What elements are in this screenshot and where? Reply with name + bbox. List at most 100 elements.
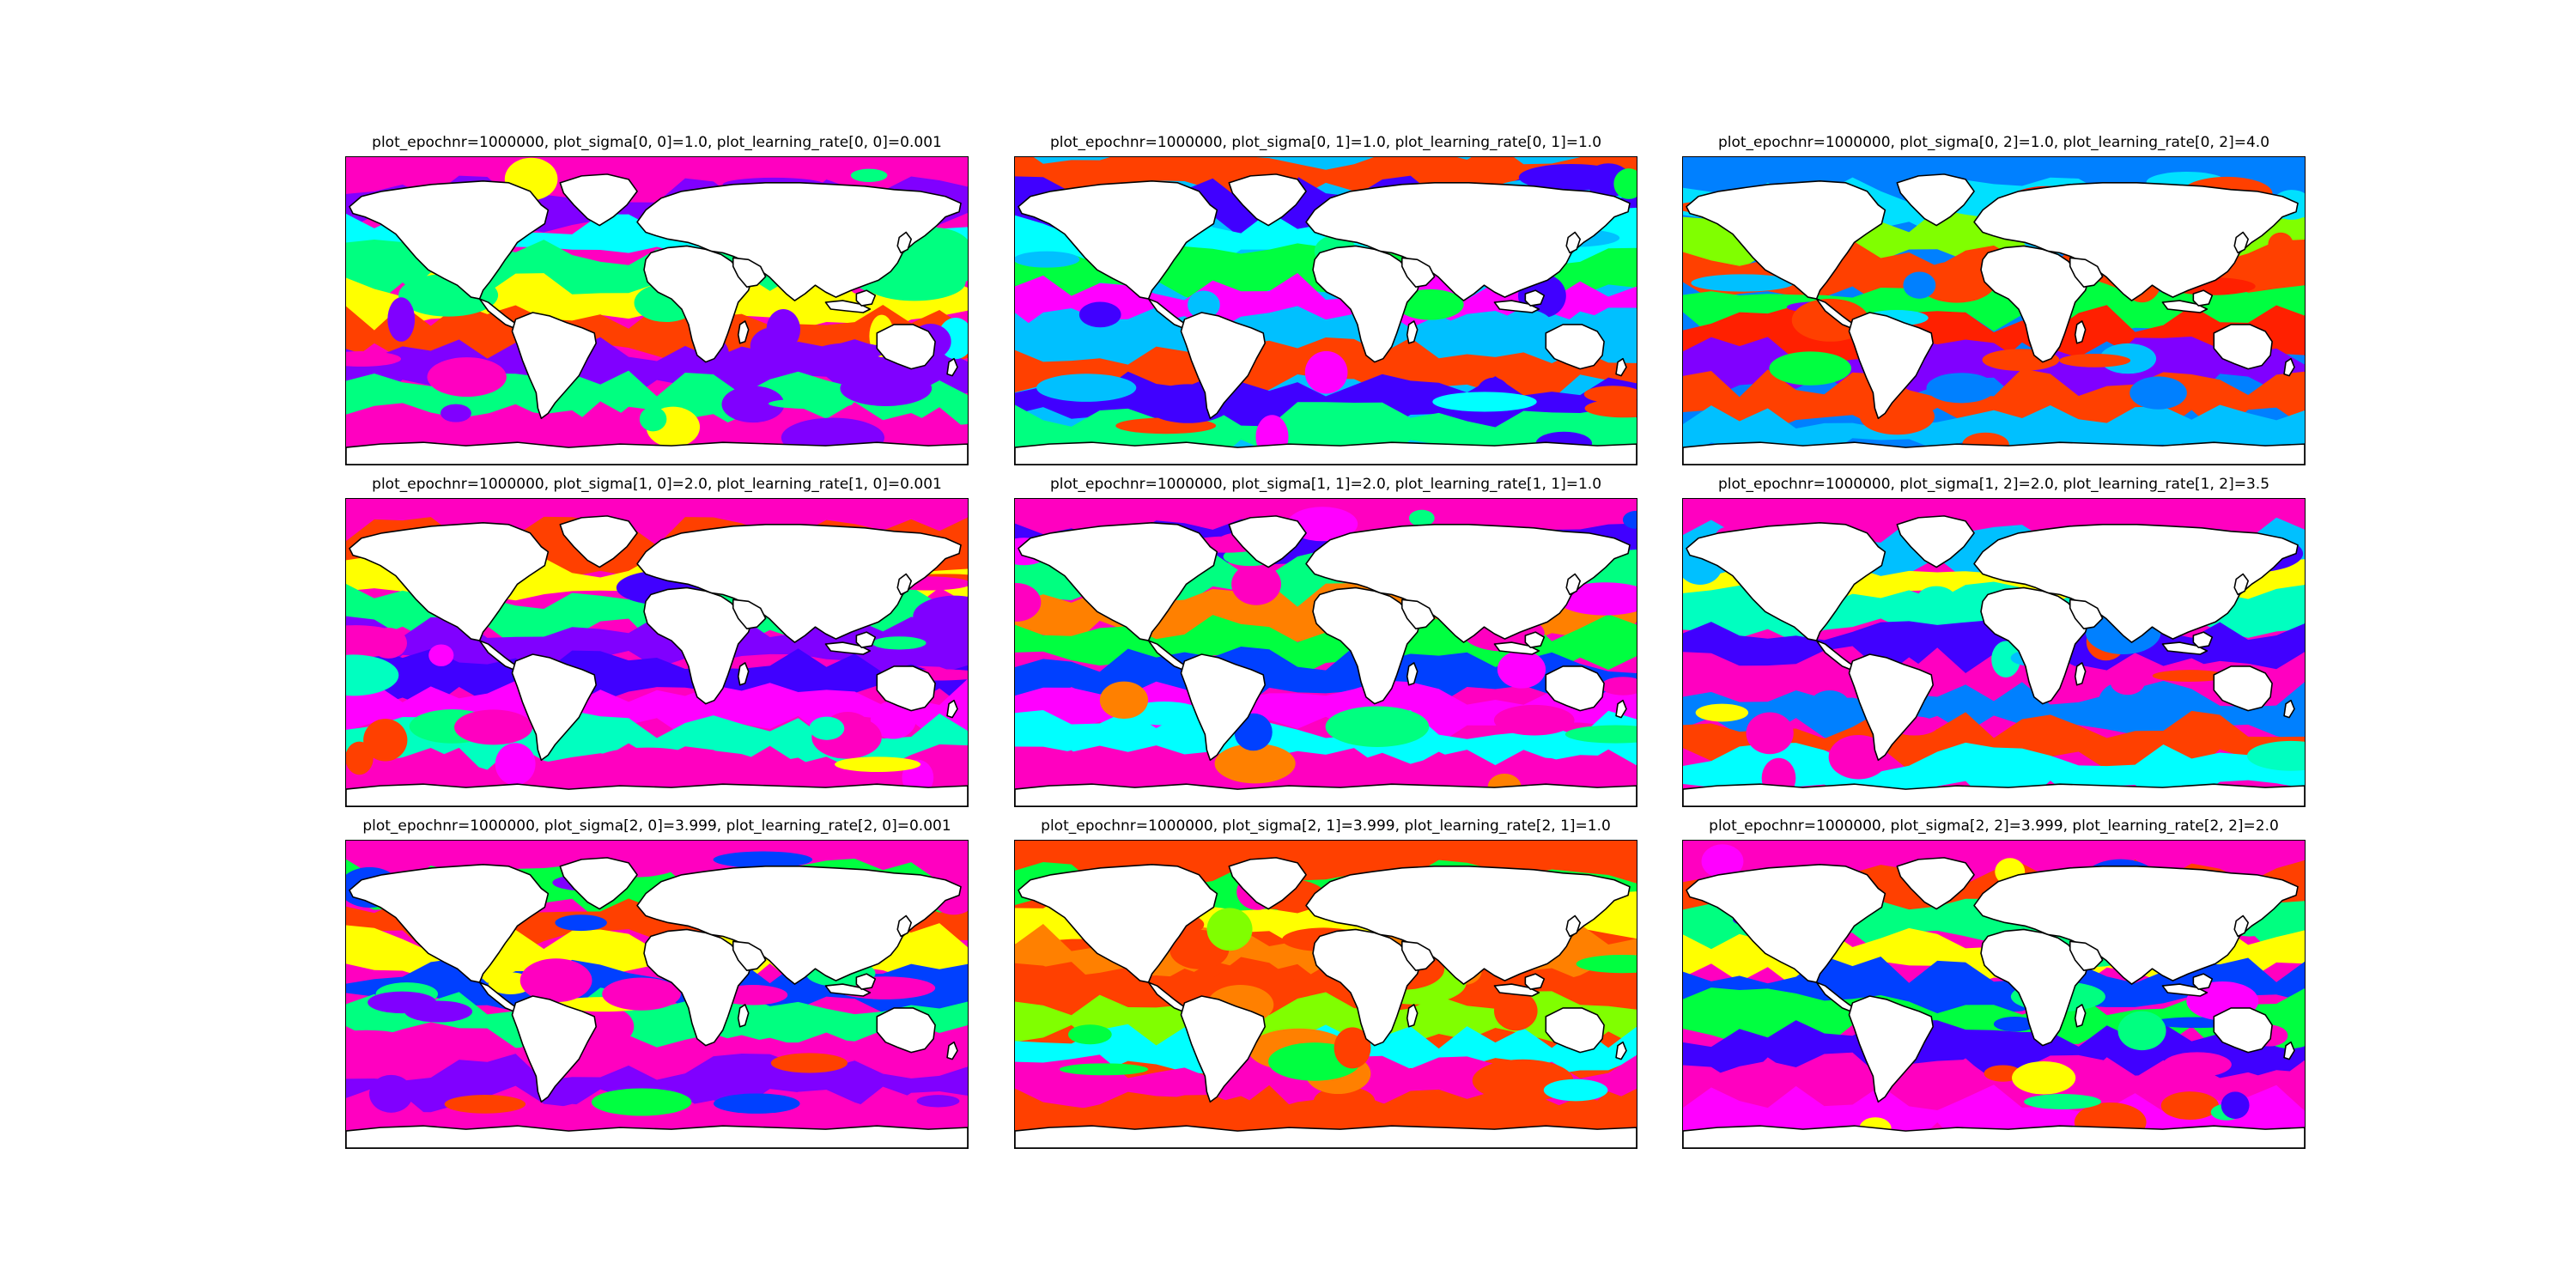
cluster-blob <box>1746 712 1794 755</box>
cluster-band <box>1683 157 2305 208</box>
australia-land <box>2213 324 2273 370</box>
cluster-blob <box>444 1095 526 1114</box>
indonesia-land <box>1493 983 1540 997</box>
cluster-blob <box>2129 376 2187 410</box>
cluster-blob <box>850 168 888 182</box>
cluster-blob <box>1497 650 1546 689</box>
australia-land <box>2213 665 2273 712</box>
south-america-land <box>1180 995 1266 1103</box>
cluster-blob <box>1214 744 1296 784</box>
cluster-blob <box>1576 954 1637 974</box>
greenland-land <box>1896 857 1975 910</box>
australia-land <box>876 1007 936 1054</box>
new-zealand-land <box>1615 357 1627 377</box>
map-panel-1-2: plot_epochnr=1000000, plot_sigma[1, 2]=2… <box>1682 476 2306 807</box>
cluster-blob <box>2152 670 2228 682</box>
cluster-blob <box>1564 725 1637 744</box>
cluster-blob <box>1325 706 1430 747</box>
arabia-land <box>732 940 767 971</box>
antarctica-land <box>1015 441 1637 465</box>
cluster-blob <box>2099 681 2154 722</box>
new-zealand-land <box>946 699 958 719</box>
cluster-blob <box>750 326 798 366</box>
north-america-land <box>349 180 550 300</box>
arabia-land <box>732 257 767 288</box>
cluster-blob <box>2247 740 2305 771</box>
borneo-land <box>855 289 877 307</box>
new-zealand-land <box>946 357 958 377</box>
cluster-blob <box>1493 704 1575 736</box>
cluster-blob <box>713 851 813 868</box>
cluster-blob <box>769 398 854 410</box>
australia-land <box>1545 1007 1605 1054</box>
africa-land <box>643 928 753 1047</box>
borneo-land <box>1524 289 1546 307</box>
madagascar-land <box>1406 662 1419 686</box>
borneo-land <box>1524 973 1546 990</box>
antarctica-land <box>1015 783 1637 806</box>
arabia-land <box>2069 257 2104 288</box>
greenland-land <box>1896 515 1975 568</box>
cluster-blob <box>1926 373 1996 404</box>
cluster-blob <box>369 1074 413 1113</box>
madagascar-land <box>737 1004 750 1028</box>
cluster-blob <box>1099 681 1149 720</box>
cluster-blob <box>1701 844 1744 878</box>
world-map <box>1682 840 2306 1149</box>
south-america-land <box>1180 653 1266 762</box>
cluster-blob <box>594 747 700 774</box>
africa-land <box>1312 928 1422 1047</box>
cluster-blob <box>346 1030 408 1048</box>
north-america-land <box>1686 522 1886 641</box>
borneo-land <box>2192 289 2214 307</box>
map-panel-1-1: plot_epochnr=1000000, plot_sigma[1, 1]=2… <box>1014 476 1637 807</box>
cluster-blob <box>555 914 607 932</box>
arabia-land <box>2069 940 2104 971</box>
panel-title: plot_epochnr=1000000, plot_sigma[1, 0]=2… <box>372 476 942 493</box>
australia-land <box>876 665 936 712</box>
cluster-blob <box>1613 168 1637 199</box>
madagascar-land <box>737 320 750 344</box>
cluster-blob <box>346 351 402 367</box>
cluster-blob <box>2110 669 2146 696</box>
map-panel-0-2: plot_epochnr=1000000, plot_sigma[0, 2]=1… <box>1682 134 2306 465</box>
cluster-blob <box>816 343 887 359</box>
japan-land <box>896 914 912 938</box>
indonesia-land <box>2161 641 2208 655</box>
cluster-blob <box>1993 1016 2037 1032</box>
greenland-land <box>1228 515 1307 568</box>
cluster-blob <box>1408 509 1435 527</box>
map-canvas <box>1683 841 2305 1148</box>
australia-land <box>1545 324 1605 370</box>
new-zealand-land <box>2283 357 2295 377</box>
africa-land <box>643 586 753 705</box>
arabia-land <box>1400 257 1436 288</box>
cluster-blob <box>428 644 454 666</box>
madagascar-land <box>1406 1004 1419 1028</box>
new-zealand-land <box>946 1041 958 1060</box>
cluster-blob <box>2221 1091 2250 1119</box>
indonesia-land <box>824 641 872 655</box>
cluster-blob <box>1188 290 1220 319</box>
map-panel-0-0: plot_epochnr=1000000, plot_sigma[0, 0]=1… <box>345 134 969 465</box>
map-canvas <box>1683 499 2305 806</box>
indonesia-land <box>2161 300 2208 313</box>
africa-land <box>643 245 753 363</box>
japan-land <box>896 231 912 254</box>
antarctica-land <box>1683 783 2305 806</box>
panel-title: plot_epochnr=1000000, plot_sigma[0, 0]=1… <box>372 134 942 151</box>
japan-land <box>1565 573 1581 596</box>
cluster-blob <box>721 386 785 423</box>
cluster-blob <box>714 1093 800 1114</box>
cluster-blob <box>2117 1011 2166 1051</box>
australia-land <box>1545 665 1605 712</box>
cluster-blob <box>809 716 845 740</box>
cluster-blob <box>1917 261 1996 303</box>
cluster-blob <box>1334 1027 1371 1069</box>
map-canvas <box>1015 157 1637 465</box>
cluster-blob <box>1810 690 1850 717</box>
cluster-blob <box>519 958 592 1003</box>
greenland-land <box>1228 857 1307 910</box>
cluster-blob <box>591 1088 692 1116</box>
south-america-land <box>1848 653 1934 762</box>
